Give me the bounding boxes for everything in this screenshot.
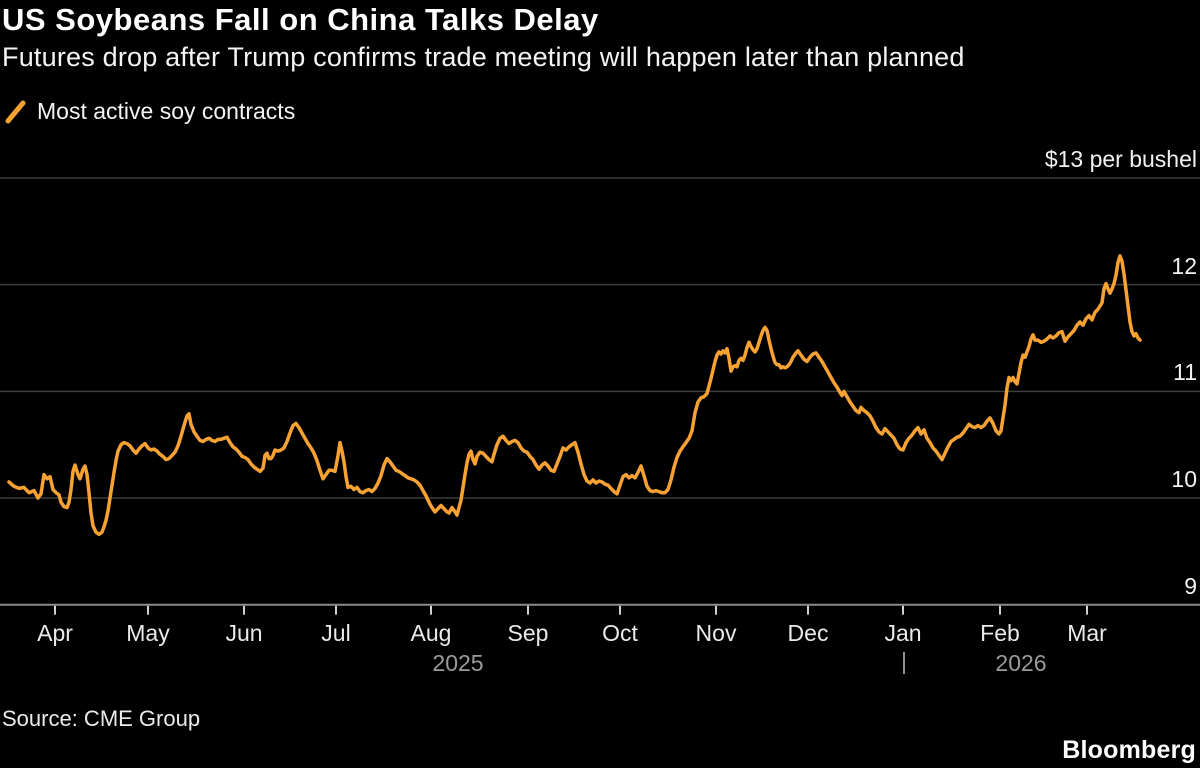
page-title: US Soybeans Fall on China Talks Delay bbox=[2, 2, 599, 37]
x-axis-label-jun: Jun bbox=[225, 620, 263, 646]
y-axis-label-9: 9 bbox=[1184, 572, 1197, 599]
y-axis-label-10: 10 bbox=[1171, 466, 1197, 493]
x-axis-label-aug: Aug bbox=[410, 620, 452, 646]
x-axis-label-sep: Sep bbox=[507, 620, 549, 646]
bloomberg-logo: Bloomberg bbox=[1062, 736, 1196, 764]
x-axis-label-feb: Feb bbox=[980, 620, 1020, 646]
legend-slash-icon bbox=[5, 99, 27, 125]
x-axis-label-jul: Jul bbox=[321, 620, 351, 646]
source-credit: Source: CME Group bbox=[2, 706, 201, 731]
y-axis-label-11: 11 bbox=[1173, 359, 1197, 386]
year-divider: | bbox=[901, 648, 907, 674]
x-axis-label-dec: Dec bbox=[787, 620, 829, 646]
year-label-2025: 2025 bbox=[432, 650, 484, 676]
x-axis-label-oct: Oct bbox=[602, 620, 638, 646]
y-axis-label-13: $13 per bushel bbox=[1044, 146, 1197, 172]
y-axis-label-12: 12 bbox=[1171, 252, 1197, 279]
legend-item: Most active soy contracts bbox=[5, 98, 295, 125]
year-label-2026: 2026 bbox=[995, 650, 1047, 676]
series-line bbox=[7, 254, 1142, 537]
legend-label: Most active soy contracts bbox=[37, 98, 296, 124]
x-axis-label-jan: Jan bbox=[884, 620, 922, 646]
x-axis-label-nov: Nov bbox=[695, 620, 737, 646]
x-axis-label-mar: Mar bbox=[1067, 620, 1107, 646]
x-axis-label-apr: Apr bbox=[37, 620, 73, 646]
page-subtitle: Futures drop after Trump confirms trade … bbox=[2, 42, 965, 72]
x-axis-label-may: May bbox=[126, 620, 170, 646]
